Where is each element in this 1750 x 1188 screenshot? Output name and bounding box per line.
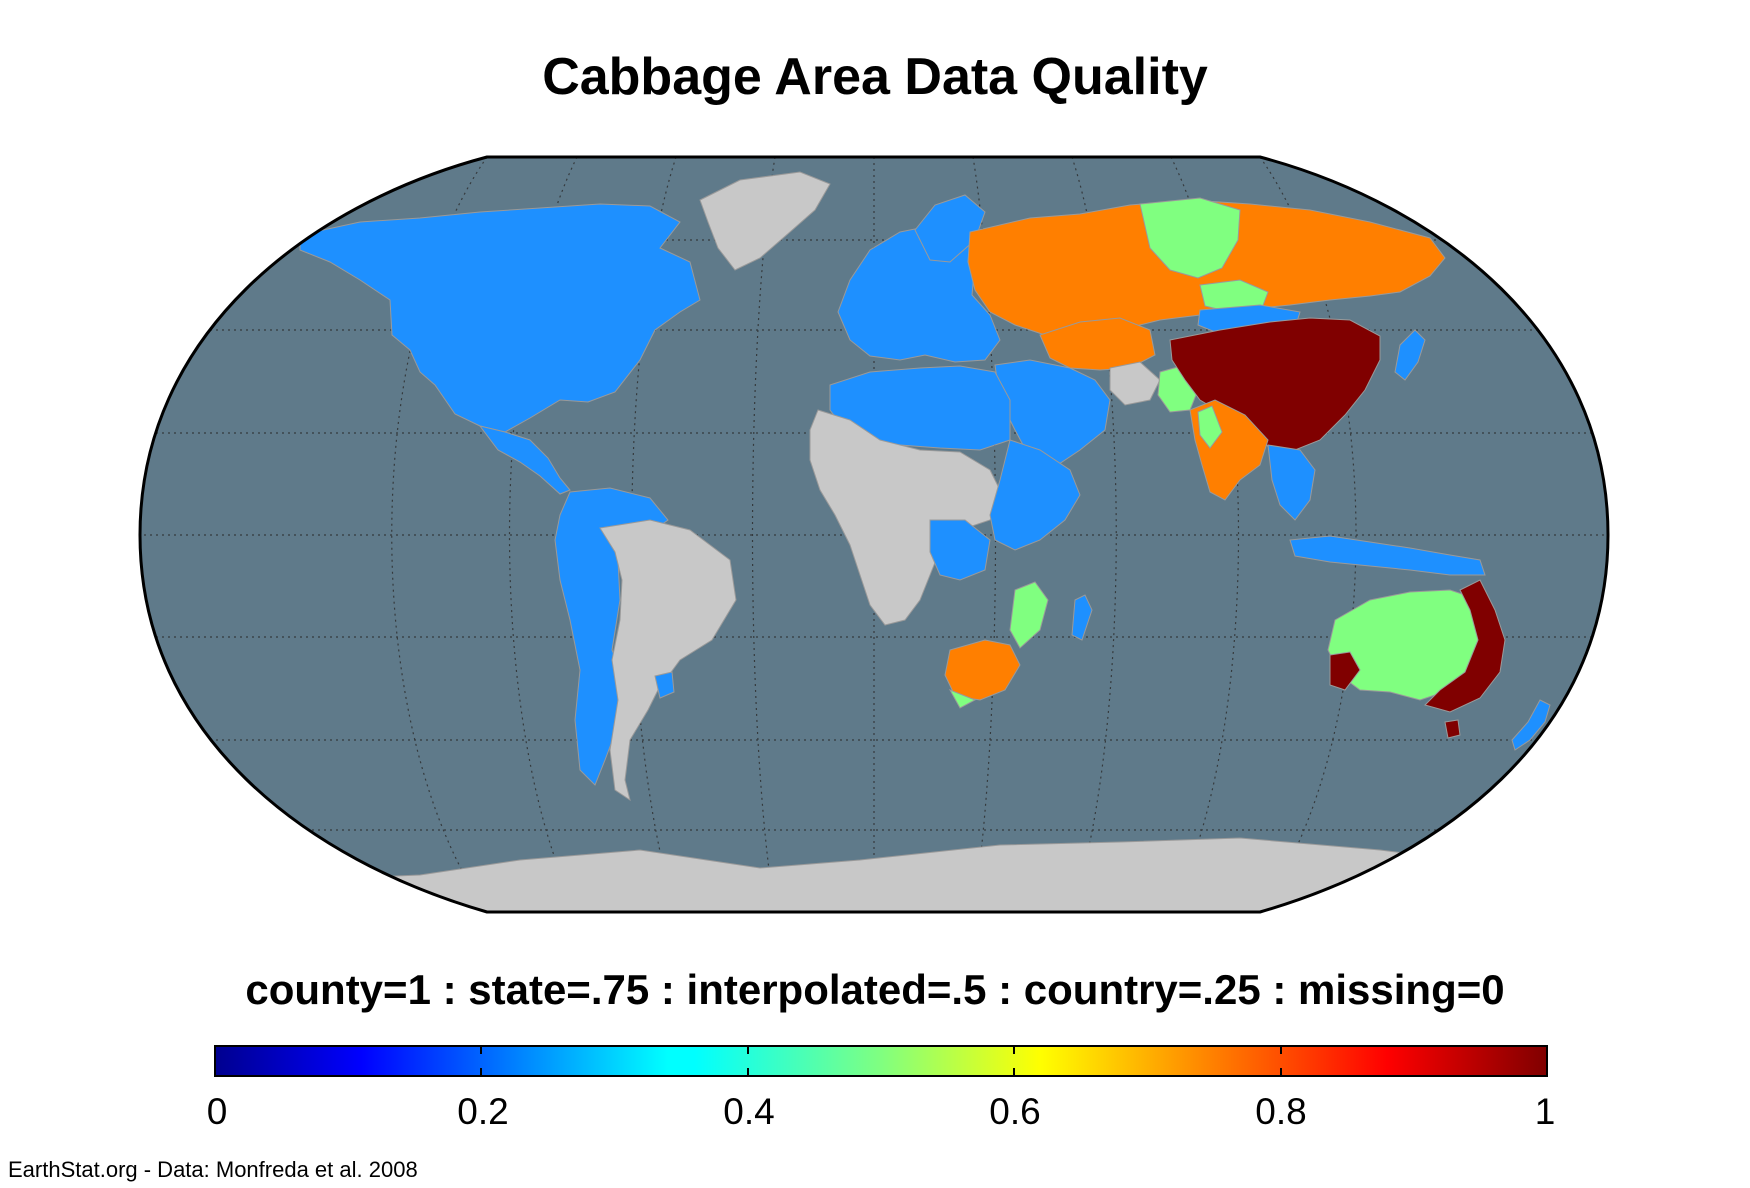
region-scandinavia: [914, 194, 986, 263]
globe-outline: [138, 155, 1610, 914]
region-south-america-east: [599, 519, 737, 802]
region-japan: [1394, 329, 1426, 381]
region-south-africa: [944, 639, 1021, 701]
region-tasmania: [1444, 719, 1461, 739]
region-central-asia: [1039, 317, 1156, 371]
land-regions: [140, 171, 1608, 912]
region-north-america: [299, 203, 701, 433]
region-mozambique: [1009, 581, 1049, 649]
region-uruguay: [654, 671, 675, 699]
map-title: Cabbage Area Data Quality: [542, 48, 1208, 106]
region-australia-southwest: [1329, 651, 1361, 691]
data-credit: EarthStat.org - Data: Monfreda et al. 20…: [8, 1157, 418, 1182]
colorbar-tick-label: 0.6: [989, 1091, 1041, 1132]
region-iran: [1109, 361, 1161, 406]
region-china: [1169, 317, 1381, 451]
region-central-siberia: [1139, 197, 1241, 279]
colorbar-ticks: [480, 1046, 1282, 1076]
region-madagascar: [1071, 594, 1093, 641]
region-middle-east: [994, 359, 1111, 471]
colorbar-tick-label: 1: [1534, 1091, 1556, 1132]
colorbar-tick-label: 0.8: [1255, 1091, 1307, 1132]
region-australia-east: [1424, 579, 1506, 713]
region-india-interp: [1197, 405, 1223, 449]
region-new-zealand: [1511, 699, 1551, 751]
colorbar-tick-label: 0.4: [723, 1091, 775, 1132]
region-west-central-africa: [809, 409, 1006, 626]
colorbar-gradient: [214, 1045, 1548, 1077]
region-central-africa-blue: [929, 519, 991, 581]
colorbar-tick-label: 0: [206, 1091, 228, 1132]
region-southeast-asia: [1267, 444, 1316, 521]
legend-caption: county=1 : state=.75 : interpolated=.5 :…: [245, 966, 1505, 1013]
region-greenland: [699, 171, 831, 271]
region-antarctica: [140, 837, 1608, 912]
colorbar-tick-label: 0.2: [457, 1091, 509, 1132]
region-east-africa: [989, 439, 1081, 551]
region-indonesia: [1289, 535, 1486, 576]
region-south-africa-coast: [948, 689, 977, 709]
region-central-america: [478, 425, 571, 495]
